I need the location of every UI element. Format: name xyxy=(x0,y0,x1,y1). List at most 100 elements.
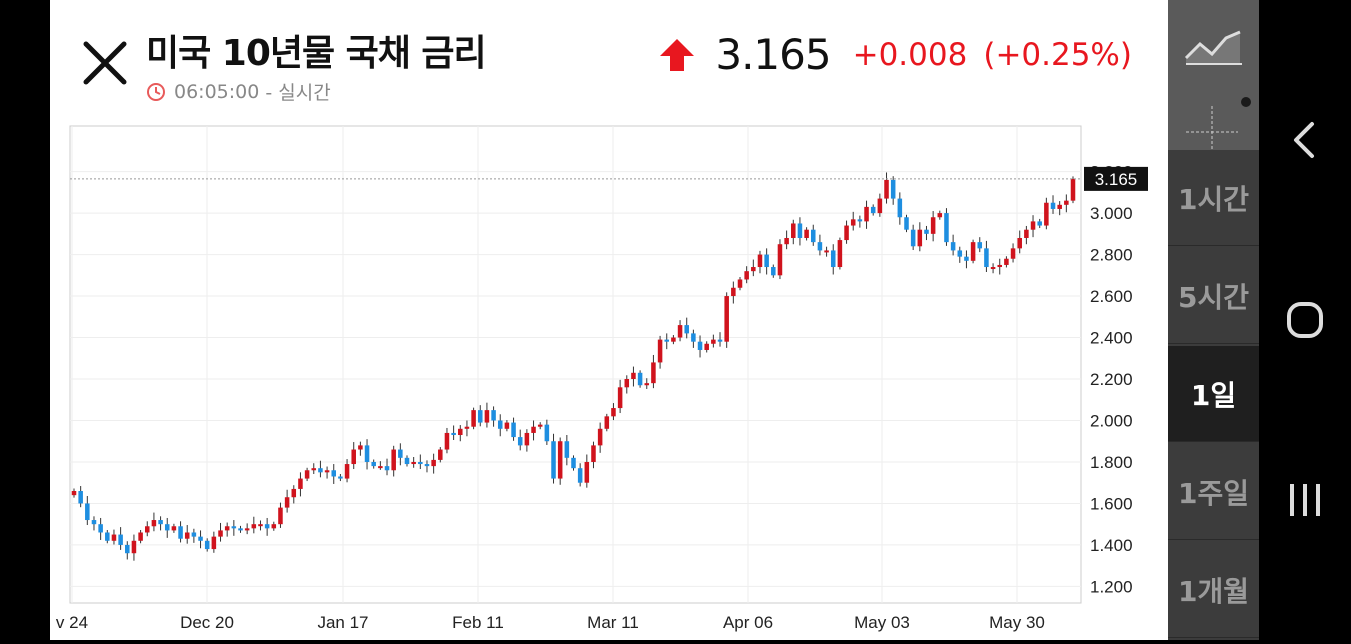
chart-type-button[interactable] xyxy=(1168,0,1259,96)
candle-body xyxy=(544,424,550,442)
candle-body xyxy=(304,470,310,479)
candle-body xyxy=(571,457,576,469)
back-button[interactable] xyxy=(1259,100,1351,180)
candle-body xyxy=(78,491,83,504)
candle-body xyxy=(850,219,856,226)
candle-body xyxy=(697,341,703,350)
candle-body xyxy=(944,213,949,243)
candle-body xyxy=(458,428,463,436)
candle-body xyxy=(910,229,916,247)
candle-body xyxy=(105,532,110,541)
y-tick-label: 2.800 xyxy=(1090,246,1133,265)
recents-button[interactable] xyxy=(1259,460,1351,540)
candle-body xyxy=(224,526,230,531)
x-tick-label: Jan 17 xyxy=(317,613,368,632)
interval-button[interactable]: 1일 xyxy=(1168,346,1259,442)
candle-body xyxy=(771,267,776,276)
candle-body xyxy=(344,464,350,479)
candle-body xyxy=(71,491,77,496)
candle-body xyxy=(191,532,197,537)
candle-body xyxy=(438,449,443,460)
candle-body xyxy=(398,449,403,458)
candle-body xyxy=(864,206,869,222)
candlestick-chart[interactable]: v 24 Dec 20 Jan 17 Feb 11 Mar 11 Apr 06 May 03… xyxy=(50,0,1168,640)
candle-body xyxy=(751,267,756,272)
interval-button[interactable]: 1개월 xyxy=(1168,542,1259,638)
home-icon xyxy=(1287,302,1323,338)
candle-body xyxy=(644,383,650,386)
android-nav-bar xyxy=(1259,0,1351,640)
left-system-bar xyxy=(0,0,50,640)
plot-frame xyxy=(69,125,1082,604)
candle-body xyxy=(125,544,130,554)
quote-summary: 3.165 +0.008 (+0.25%) xyxy=(659,30,1132,79)
candle-body xyxy=(784,237,789,245)
candle-body xyxy=(497,420,503,429)
candle-body xyxy=(877,198,883,214)
candle-body xyxy=(278,507,283,525)
candle-body xyxy=(1044,202,1049,226)
candle-body xyxy=(844,225,849,241)
candle-body xyxy=(144,526,150,533)
candle-body xyxy=(111,534,117,541)
candle-body xyxy=(797,223,803,238)
candle-body xyxy=(617,387,623,409)
candle-body xyxy=(451,432,456,436)
candle-body xyxy=(884,179,889,199)
candle-body xyxy=(444,432,450,450)
candle-body xyxy=(524,432,530,446)
candle-body xyxy=(984,248,989,268)
candle-body xyxy=(251,524,257,529)
candle-body xyxy=(164,524,170,531)
candle-body xyxy=(291,488,297,498)
candle-body xyxy=(1064,200,1069,205)
candle-body xyxy=(218,530,223,537)
candle-body xyxy=(384,466,390,471)
x-tick-label: Mar 11 xyxy=(587,613,639,632)
candle-body xyxy=(691,333,696,342)
candle-body xyxy=(577,468,583,483)
candle-body xyxy=(477,410,483,423)
candle-body xyxy=(158,520,163,525)
candle-body xyxy=(624,379,630,388)
candle-body xyxy=(324,470,330,473)
candle-body xyxy=(804,229,809,238)
candle-body xyxy=(757,254,763,268)
candle-body xyxy=(371,461,376,467)
candle-body xyxy=(557,441,563,479)
candle-body xyxy=(511,422,516,438)
candle-body xyxy=(1050,202,1056,209)
interval-button[interactable]: 1시간 xyxy=(1168,150,1259,246)
candle-body xyxy=(364,445,370,462)
candle-body xyxy=(591,445,596,462)
x-tick-label: Apr 06 xyxy=(723,613,773,632)
y-tick-label: 2.000 xyxy=(1090,411,1133,430)
home-button[interactable] xyxy=(1259,280,1351,360)
interval-button[interactable]: 5시간 xyxy=(1168,248,1259,344)
x-tick-label: May 30 xyxy=(989,613,1045,632)
interval-button[interactable]: 1주일 xyxy=(1168,444,1259,540)
candle-body xyxy=(924,229,929,234)
candle-body xyxy=(358,445,363,450)
candle-body xyxy=(198,536,203,541)
timestamp-value: 06:05:00 xyxy=(174,80,260,103)
candle-body xyxy=(118,534,123,545)
candle-body xyxy=(1004,258,1009,265)
interval-side-menu: 1시간 5시간 1일 1주일 1개월 xyxy=(1168,0,1259,640)
candle-body xyxy=(717,339,723,342)
close-button[interactable] xyxy=(80,38,130,88)
candle-body xyxy=(671,337,676,342)
candle-body xyxy=(677,325,683,338)
candle-body xyxy=(411,461,416,465)
candle-body xyxy=(1037,221,1042,226)
x-tick-label: Dec 20 xyxy=(180,613,234,632)
candle-body xyxy=(338,476,343,479)
candle-body xyxy=(491,410,496,421)
candle-body xyxy=(930,217,936,234)
candle-body xyxy=(597,428,603,446)
candle-body xyxy=(391,449,396,471)
candle-body xyxy=(724,296,729,342)
chart-area[interactable]: v 24 Dec 20 Jan 17 Feb 11 Mar 11 Apr 06 May 03… xyxy=(50,0,1168,640)
candle-body xyxy=(271,524,277,529)
